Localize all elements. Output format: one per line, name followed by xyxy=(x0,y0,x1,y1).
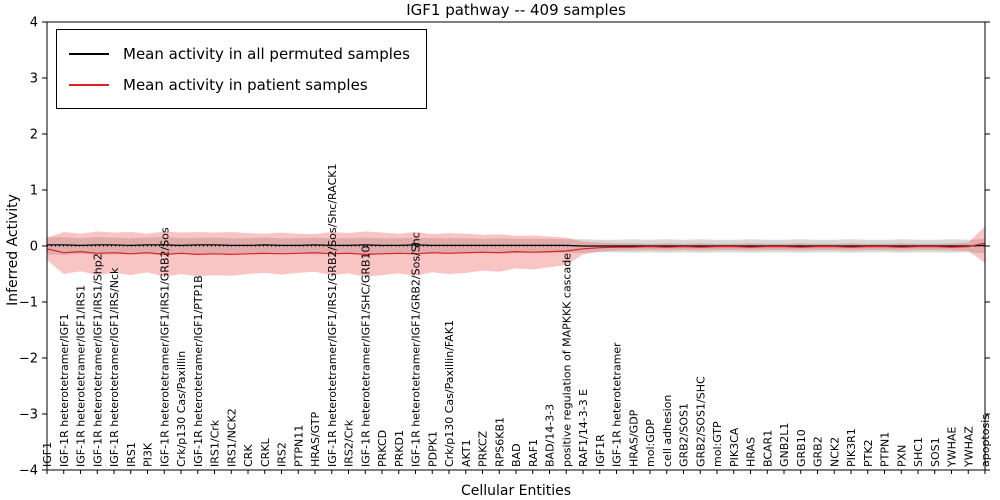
x-tick-label: PI3K xyxy=(142,442,155,467)
x-tick-label: HRAS xyxy=(745,437,758,467)
x-tick-label: BAD/14-3-3 xyxy=(544,404,557,467)
x-tick-label: PTK2 xyxy=(862,439,875,467)
x-tick-label: PIK3R1 xyxy=(845,428,858,467)
x-tick-label: YWHAZ xyxy=(962,426,975,468)
x-tick-label: PXN xyxy=(895,445,908,467)
x-tick-label: IGF-1R heterotetramer xyxy=(611,342,624,467)
x-tick-label: BAD xyxy=(510,443,523,467)
x-tick-label: PDPK1 xyxy=(426,431,439,467)
x-tick-label: IRS1 xyxy=(125,442,138,467)
x-tick-label: IRS1/Crk xyxy=(209,419,222,467)
x-tick-label: Crk/p130 Cas/Paxillin/FAK1 xyxy=(443,320,456,467)
x-tick-label: mol:GTP xyxy=(711,421,724,467)
y-tick-label: −2 xyxy=(19,352,38,367)
x-tick-label: IGF-1R heterotetramer/IGF1/IRS1/GRB2/Sos… xyxy=(326,164,339,467)
chart-title: IGF1 pathway -- 409 samples xyxy=(406,1,626,19)
x-tick-label: cell adhesion xyxy=(661,395,674,467)
x-tick-label: Crk/p130 Cas/Paxillin xyxy=(175,351,188,467)
x-tick-label: IGF-1R heterotetramer/IGF1/IRS1/GRB2/Sos xyxy=(158,227,171,467)
x-tick-label: apoptosis xyxy=(979,414,992,467)
y-tick-label: 4 xyxy=(30,16,38,31)
x-tick-label: IGF-1R heterotetramer/IGF1/IRS1 xyxy=(75,285,88,467)
x-tick-label: GRB10 xyxy=(795,429,808,467)
x-tick-label: PRKCZ xyxy=(477,430,490,467)
x-tick-label: GNB2L1 xyxy=(778,423,791,467)
x-tick-label: YWHAE xyxy=(946,427,959,468)
x-tick-label: IGF1 xyxy=(41,442,54,467)
y-tick-label: 3 xyxy=(30,72,38,87)
x-tick-label: GRB2 xyxy=(812,436,825,467)
x-tick-label: PTPN1 xyxy=(879,432,892,467)
x-tick-label: mol:GDP xyxy=(644,419,657,467)
y-axis-label: Inferred Activity xyxy=(5,194,21,306)
x-tick-label: NCK2 xyxy=(828,437,841,467)
x-tick-label: BCAR1 xyxy=(761,430,774,467)
x-tick-label: GRB2/SOS1 xyxy=(678,403,691,467)
x-tick-label: positive regulation of MAPKKK cascade xyxy=(560,253,573,467)
x-tick-label: PRKD1 xyxy=(393,430,406,467)
legend-label-patient: Mean activity in patient samples xyxy=(123,75,368,94)
x-tick-label: IGF-1R heterotetramer/IGF1/IRS1/Shp2 xyxy=(91,253,104,467)
y-tick-label: 2 xyxy=(30,128,38,143)
x-tick-label: PIK3CA xyxy=(728,427,741,467)
patient-mean-line xyxy=(46,242,986,256)
x-tick-label: CRKL xyxy=(259,437,272,467)
x-tick-label: IGF-1R heterotetramer/IGF1 xyxy=(58,314,71,468)
y-tick-label: 0 xyxy=(30,240,38,255)
x-tick-label: RPS6KB1 xyxy=(493,417,506,467)
x-tick-label: SOS1 xyxy=(929,437,942,467)
x-tick-label: CRK xyxy=(242,444,255,467)
x-tick-label: GRB2/SOS1/SHC xyxy=(694,376,707,467)
x-tick-label: IGF-1R heterotetramer/IGF1/SHC/GRB10 xyxy=(359,245,372,467)
x-tick-label: IRS2 xyxy=(276,442,289,467)
y-tick-label: −4 xyxy=(19,464,38,479)
legend-item-permuted: Mean activity in all permuted samples xyxy=(69,38,410,69)
x-tick-label: RAF1/14-3-3 E xyxy=(577,389,590,467)
x-tick-label: IRS1/NCK2 xyxy=(225,408,238,467)
x-axis-label: Cellular Entities xyxy=(460,483,572,499)
legend-line-permuted-icon xyxy=(69,52,109,55)
x-tick-label: IGF-1R heterotetramer/IGF1/PTP1B xyxy=(192,275,205,467)
x-tick-label: IGF1R xyxy=(594,434,607,467)
y-tick-label: −3 xyxy=(19,408,38,423)
legend-item-patient: Mean activity in patient samples xyxy=(69,69,410,100)
y-tick-label: 1 xyxy=(30,184,38,199)
x-tick-label: IGF-1R heterotetramer/IGF1/GRB2/Sos/Shc xyxy=(410,232,423,467)
y-tick-label: −1 xyxy=(19,296,38,311)
legend-label-permuted: Mean activity in all permuted samples xyxy=(123,44,410,63)
x-tick-label: SHC1 xyxy=(912,437,925,467)
legend: Mean activity in all permuted samples Me… xyxy=(56,29,427,109)
x-tick-label: PTPN11 xyxy=(292,425,305,467)
legend-line-patient-icon xyxy=(69,83,109,86)
x-tick-label: AKT1 xyxy=(460,439,473,467)
x-tick-label: PRKCD xyxy=(376,430,389,467)
x-tick-label: RAF1 xyxy=(527,439,540,467)
x-tick-label: HRAS/GDP xyxy=(627,409,640,467)
x-tick-label: IGF-1R heterotetramer/IGF1/IRS/Nck xyxy=(108,267,121,467)
x-tick-label: IRS2/Crk xyxy=(343,419,356,467)
x-tick-label: HRAS/GTP xyxy=(309,411,322,467)
